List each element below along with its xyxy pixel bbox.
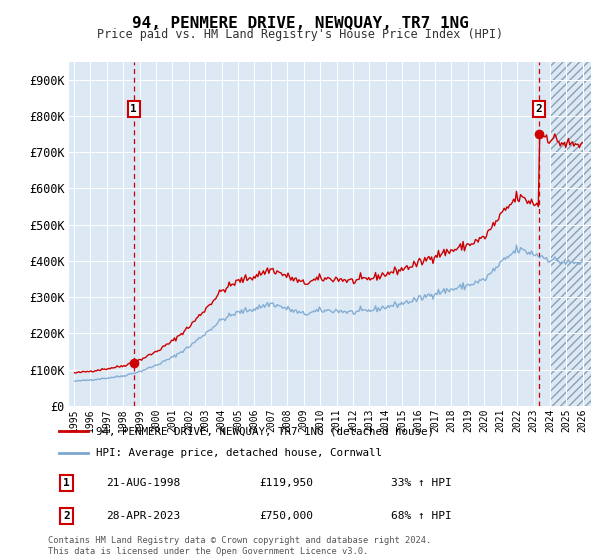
Text: Contains HM Land Registry data © Crown copyright and database right 2024.
This d: Contains HM Land Registry data © Crown c… xyxy=(48,536,431,556)
Text: 21-AUG-1998: 21-AUG-1998 xyxy=(106,478,181,488)
Text: HPI: Average price, detached house, Cornwall: HPI: Average price, detached house, Corn… xyxy=(95,448,382,458)
Text: 94, PENMERE DRIVE, NEWQUAY, TR7 1NG: 94, PENMERE DRIVE, NEWQUAY, TR7 1NG xyxy=(131,16,469,31)
Text: 33% ↑ HPI: 33% ↑ HPI xyxy=(391,478,452,488)
Text: 68% ↑ HPI: 68% ↑ HPI xyxy=(391,511,452,521)
Text: 94, PENMERE DRIVE, NEWQUAY, TR7 1NG (detached house): 94, PENMERE DRIVE, NEWQUAY, TR7 1NG (det… xyxy=(95,426,434,436)
Text: £119,950: £119,950 xyxy=(259,478,313,488)
Text: £750,000: £750,000 xyxy=(259,511,313,521)
Text: Price paid vs. HM Land Registry's House Price Index (HPI): Price paid vs. HM Land Registry's House … xyxy=(97,28,503,41)
Text: 1: 1 xyxy=(63,478,70,488)
Text: 2: 2 xyxy=(63,511,70,521)
Text: 2: 2 xyxy=(536,104,542,114)
Text: 1: 1 xyxy=(130,104,137,114)
Bar xyxy=(550,62,591,406)
Text: 28-APR-2023: 28-APR-2023 xyxy=(106,511,181,521)
